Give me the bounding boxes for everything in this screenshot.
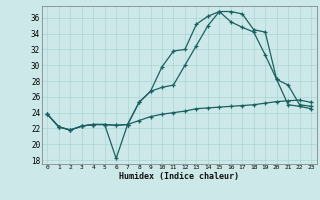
X-axis label: Humidex (Indice chaleur): Humidex (Indice chaleur) [119,172,239,181]
